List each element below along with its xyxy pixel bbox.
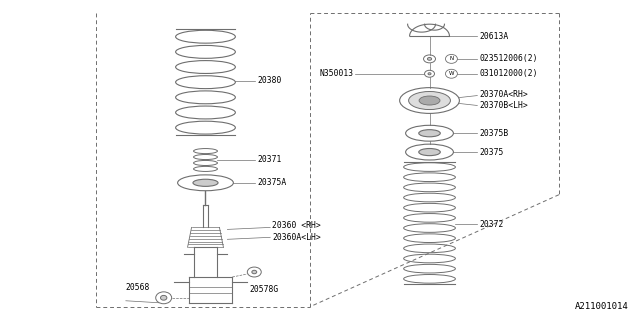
Ellipse shape	[193, 179, 218, 186]
Ellipse shape	[406, 125, 453, 141]
Ellipse shape	[428, 73, 431, 75]
Ellipse shape	[419, 130, 440, 137]
Ellipse shape	[399, 88, 460, 113]
Ellipse shape	[247, 267, 261, 277]
Text: 20360 <RH>: 20360 <RH>	[272, 221, 321, 230]
Ellipse shape	[424, 55, 435, 63]
Ellipse shape	[445, 54, 458, 63]
Text: 031012000(2): 031012000(2)	[479, 69, 538, 78]
Text: 20372: 20372	[479, 220, 504, 229]
Ellipse shape	[252, 270, 257, 274]
Text: 20380: 20380	[257, 76, 282, 85]
Text: 20613A: 20613A	[479, 32, 509, 41]
Ellipse shape	[445, 69, 458, 78]
Text: N: N	[449, 56, 454, 61]
Ellipse shape	[178, 175, 234, 191]
Text: 20370A<RH>: 20370A<RH>	[479, 90, 528, 99]
Ellipse shape	[408, 92, 451, 109]
Ellipse shape	[156, 292, 172, 304]
Ellipse shape	[419, 96, 440, 105]
Ellipse shape	[424, 70, 435, 77]
Text: 20375A: 20375A	[257, 178, 287, 187]
Text: 20370B<LH>: 20370B<LH>	[479, 101, 528, 110]
Text: A211001014: A211001014	[575, 302, 628, 311]
Text: 20371: 20371	[257, 156, 282, 164]
Text: 20375: 20375	[479, 148, 504, 156]
Ellipse shape	[428, 58, 431, 60]
Text: 20375B: 20375B	[479, 129, 509, 138]
Text: 023512006(2): 023512006(2)	[479, 54, 538, 63]
Text: N350013: N350013	[320, 69, 354, 78]
Text: W: W	[449, 71, 454, 76]
Text: 20568: 20568	[126, 284, 150, 292]
Ellipse shape	[161, 295, 167, 300]
Ellipse shape	[419, 148, 440, 156]
Ellipse shape	[406, 144, 453, 160]
Text: 20578G: 20578G	[250, 285, 278, 294]
Text: 20360A<LH>: 20360A<LH>	[272, 233, 321, 242]
